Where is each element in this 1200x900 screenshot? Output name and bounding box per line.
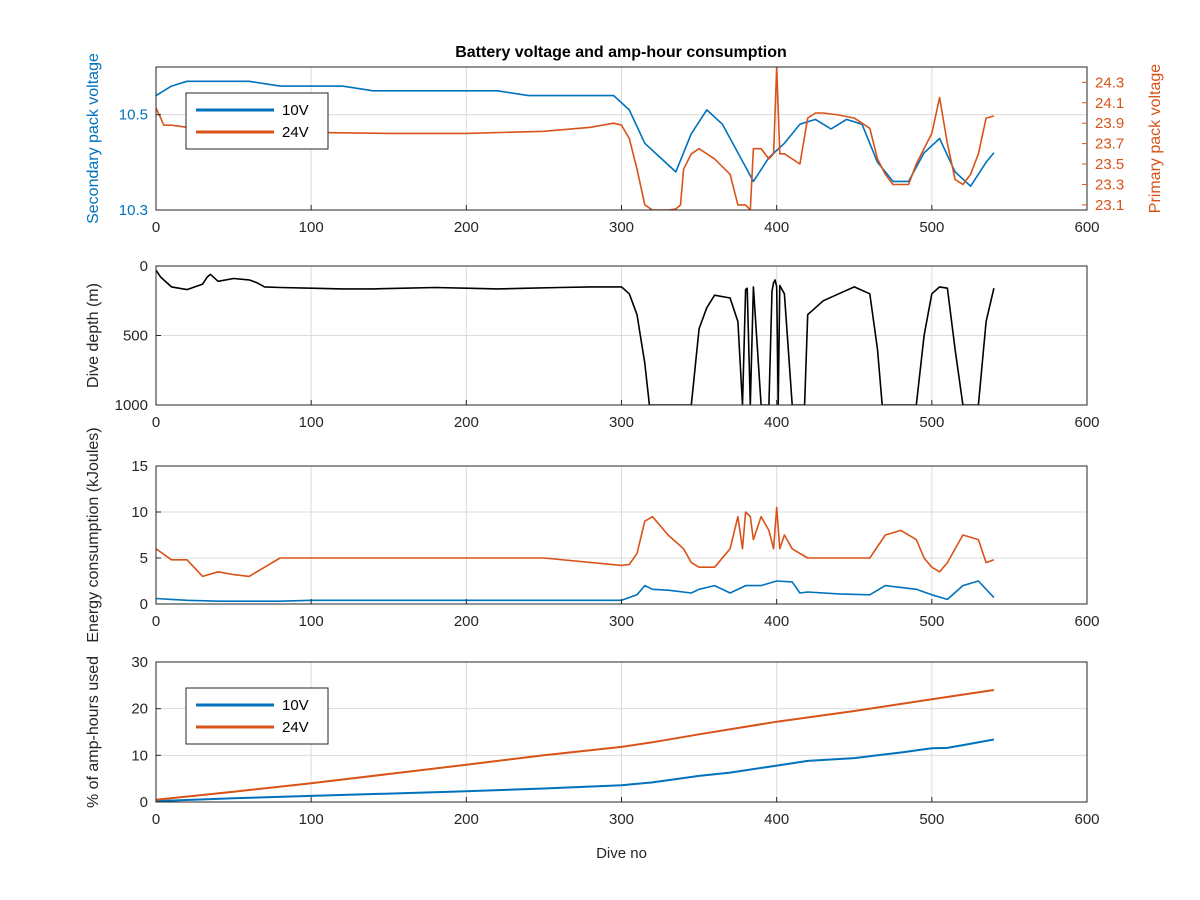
y-tick-label: 0 [140, 794, 148, 811]
y-tick-label: 0 [140, 596, 148, 613]
x-tick-label: 200 [454, 811, 479, 828]
x-tick-label: 200 [454, 219, 479, 236]
legend-label: 10V [282, 102, 309, 119]
x-tick-label: 0 [152, 811, 160, 828]
series-line-depth [156, 269, 995, 405]
legend-box [185, 92, 329, 150]
series-line-24V [156, 506, 995, 578]
y-axis-label: Energy consumption (kJoules) [85, 427, 102, 642]
x-tick-label: 600 [1074, 613, 1099, 630]
series-line-24V [156, 67, 995, 210]
x-tick-label: 100 [299, 811, 324, 828]
y-tick-label: 10 [131, 747, 148, 764]
x-tick-label: 300 [609, 414, 634, 431]
x-tick-label: 200 [454, 414, 479, 431]
y-right-axis-label: Primary pack voltage [1147, 64, 1164, 213]
y-right-tick-label: 24.3 [1095, 74, 1124, 91]
series-line-10V [156, 580, 995, 603]
chart-panels: 0 100 200 300 400 500 60010.310.523.123.323.52… [85, 53, 1164, 862]
panel-amphours: 0 100 200 300 400 500 600 0 10 20 30 % of amp-hours… [85, 654, 1100, 862]
series-line-10V [156, 80, 995, 187]
y-tick-label: 10.5 [119, 107, 148, 124]
y-tick-label: 10.3 [119, 202, 148, 219]
x-tick-label: 100 [299, 414, 324, 431]
legend-label: 10V [282, 697, 309, 714]
x-tick-label: 300 [609, 219, 634, 236]
x-tick-label: 500 [919, 219, 944, 236]
y-tick-label: 15 [131, 458, 148, 475]
x-tick-label: 600 [1074, 811, 1099, 828]
y-right-tick-label: 23.1 [1095, 197, 1124, 214]
x-tick-label: 600 [1074, 219, 1099, 236]
series-line-10V [156, 738, 995, 802]
x-tick-label: 0 [152, 219, 160, 236]
panel-depth: 0 100 200 300 400 500 600 0 500 1000 Dive depth (m… [85, 258, 1100, 431]
y-axis-label: Secondary pack voltage [85, 53, 102, 224]
y-right-tick-label: 24.1 [1095, 95, 1124, 112]
y-tick-label: 10 [131, 504, 148, 521]
y-right-tick-label: 23.7 [1095, 136, 1124, 153]
y-tick-label: 0 [140, 258, 148, 275]
y-tick-label: 20 [131, 701, 148, 718]
series-group [156, 269, 995, 405]
y-tick-label: 1000 [115, 397, 148, 414]
legend-label: 24V [282, 124, 309, 141]
x-tick-label: 100 [299, 219, 324, 236]
y-right-tick-label: 23.9 [1095, 115, 1124, 132]
series-group [156, 506, 995, 603]
x-tick-label: 300 [609, 811, 634, 828]
x-axis-label: Dive no [596, 845, 647, 862]
x-tick-label: 400 [764, 613, 789, 630]
x-tick-label: 0 [152, 613, 160, 630]
x-tick-label: 600 [1074, 414, 1099, 431]
legend-box [185, 687, 329, 745]
panel-voltage: 0 100 200 300 400 500 600 10.3 10.5 23.1 23.3 23.5 2… [85, 53, 1164, 236]
y-axis-label: % of amp-hours used [85, 656, 102, 808]
x-tick-label: 400 [764, 414, 789, 431]
x-tick-label: 500 [919, 414, 944, 431]
series-line-24V [156, 689, 995, 801]
x-tick-label: 100 [299, 613, 324, 630]
y-axis-label: Dive depth (m) [85, 283, 102, 388]
y-tick-label: 5 [140, 550, 148, 567]
x-tick-label: 500 [919, 811, 944, 828]
x-tick-label: 400 [764, 219, 789, 236]
y-right-tick-label: 23.5 [1095, 156, 1124, 173]
x-tick-label: 200 [454, 613, 479, 630]
y-tick-label: 30 [131, 654, 148, 671]
series-group [156, 67, 995, 210]
x-tick-label: 500 [919, 613, 944, 630]
y-right-tick-label: 23.3 [1095, 176, 1124, 193]
chart-title: Battery voltage and amp-hour consumption [455, 44, 787, 61]
x-tick-label: 400 [764, 811, 789, 828]
panel-energy: 0 100 200 300 400 500 600 0 5 10 15 Energy consumpt… [85, 427, 1100, 642]
x-tick-label: 0 [152, 414, 160, 431]
x-tick-label: 300 [609, 613, 634, 630]
series-group [156, 689, 995, 802]
y-tick-label: 500 [123, 328, 148, 345]
legend-label: 24V [282, 719, 309, 736]
